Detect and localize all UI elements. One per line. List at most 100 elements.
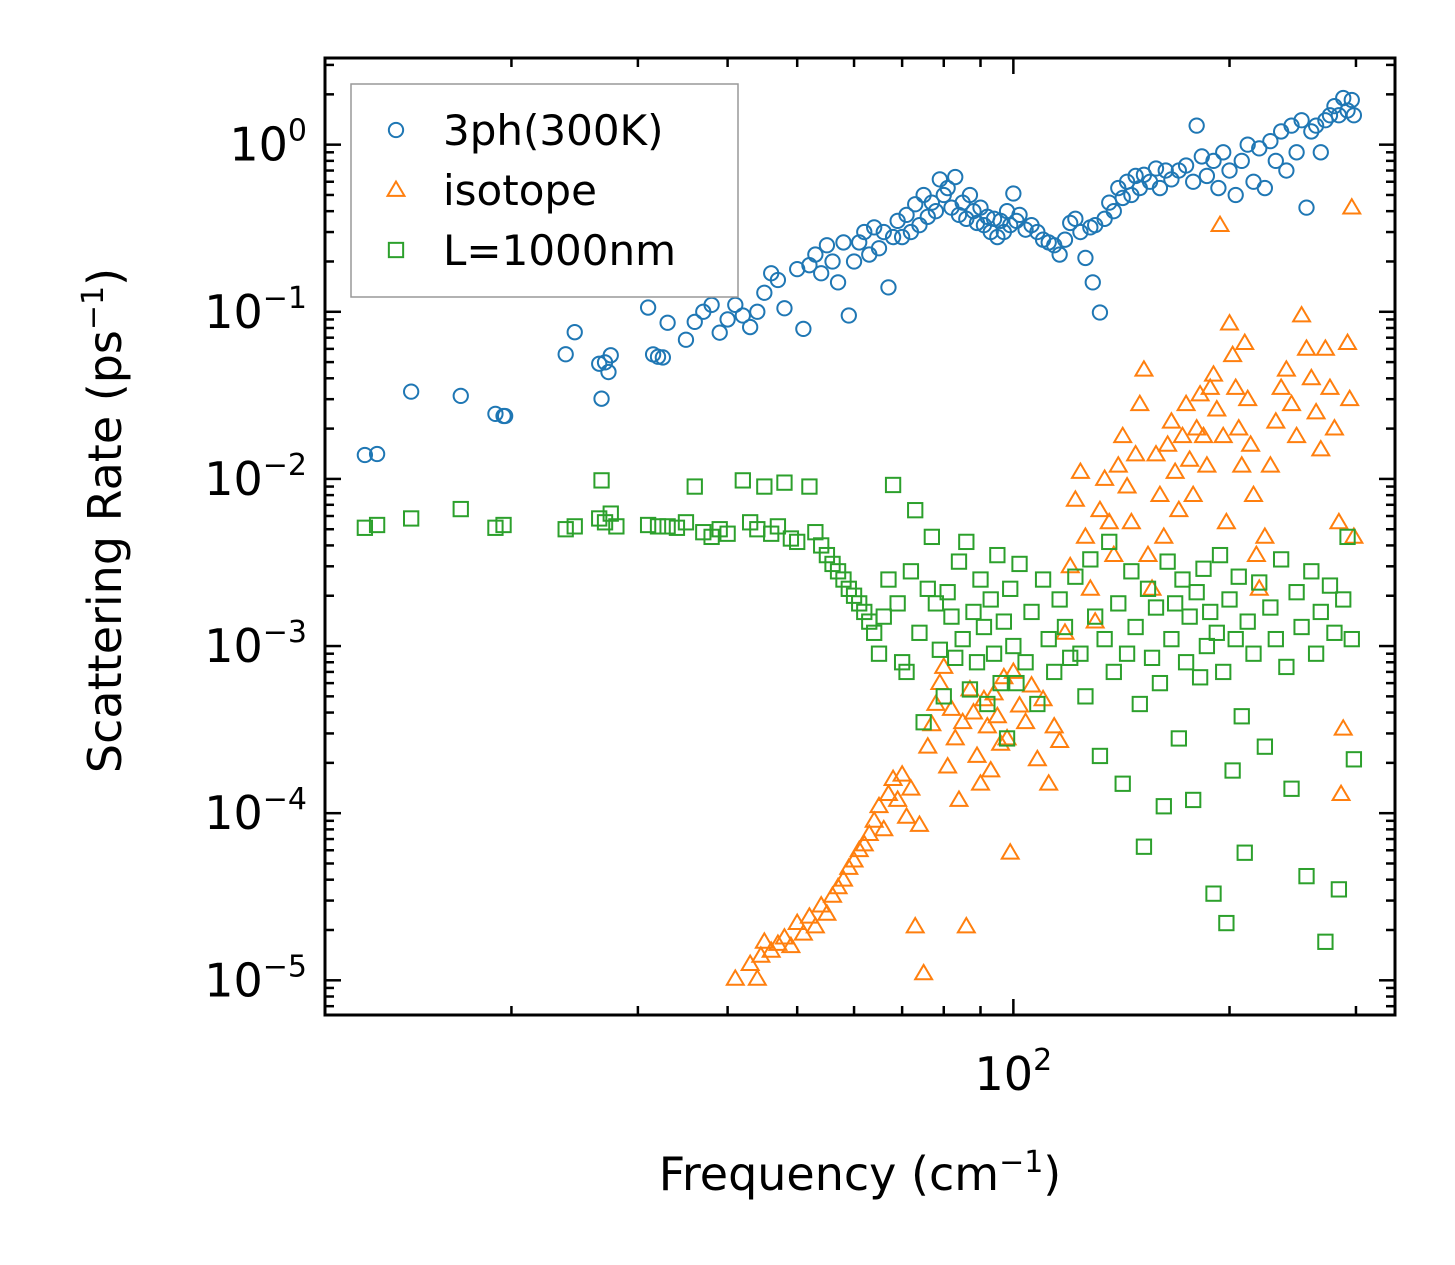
data-point bbox=[1254, 526, 1276, 544]
data-point bbox=[880, 571, 897, 588]
data-point bbox=[780, 935, 802, 954]
data-point bbox=[909, 814, 930, 832]
data-point bbox=[1023, 603, 1040, 621]
data-point bbox=[403, 383, 420, 400]
data-point bbox=[950, 553, 968, 570]
data-point bbox=[1077, 688, 1094, 705]
data-point bbox=[1075, 526, 1096, 544]
data-point bbox=[1080, 578, 1101, 596]
data-point bbox=[851, 234, 868, 251]
data-point bbox=[1060, 555, 1081, 574]
legend-label: 3ph(300K) bbox=[443, 106, 663, 155]
data-point bbox=[1301, 367, 1322, 386]
y-tick-label: 100 bbox=[229, 114, 307, 172]
data-point bbox=[1070, 461, 1091, 479]
data-point bbox=[1319, 377, 1341, 395]
data-point bbox=[686, 313, 703, 331]
data-point bbox=[487, 405, 504, 423]
data-point bbox=[1151, 179, 1169, 197]
data-point bbox=[1200, 377, 1221, 395]
data-point bbox=[725, 968, 746, 986]
data-point bbox=[1227, 186, 1244, 204]
legend-label: isotope bbox=[443, 166, 597, 215]
data-point bbox=[1147, 160, 1165, 177]
data-point bbox=[1251, 574, 1268, 591]
data-point bbox=[1005, 637, 1022, 655]
data-point bbox=[1224, 762, 1241, 779]
data-point bbox=[1203, 364, 1224, 382]
data-point bbox=[972, 571, 989, 588]
data-point bbox=[840, 307, 857, 324]
data-point bbox=[868, 795, 890, 814]
data-point bbox=[1011, 206, 1028, 224]
data-point bbox=[835, 234, 852, 251]
data-point bbox=[1312, 144, 1329, 161]
data-point bbox=[1040, 630, 1057, 648]
data-point bbox=[769, 518, 787, 535]
data-point bbox=[734, 472, 751, 489]
data-point bbox=[947, 649, 964, 666]
data-point bbox=[1339, 528, 1356, 546]
axes-frame bbox=[323, 56, 1397, 1017]
data-point bbox=[1245, 645, 1262, 662]
data-point bbox=[602, 505, 619, 522]
data-point bbox=[947, 168, 964, 186]
data-point bbox=[1286, 425, 1307, 444]
data-point bbox=[905, 916, 926, 934]
data-point bbox=[1205, 885, 1222, 902]
data-point bbox=[1330, 783, 1352, 802]
data-point bbox=[1218, 914, 1235, 932]
data-point bbox=[987, 705, 1008, 724]
data-point bbox=[1288, 144, 1305, 161]
data-point bbox=[921, 713, 943, 732]
data-point bbox=[403, 510, 420, 527]
data-point bbox=[602, 347, 619, 364]
data-point bbox=[884, 476, 902, 494]
data-point bbox=[649, 518, 667, 535]
data-point bbox=[902, 563, 920, 580]
data-point bbox=[1343, 91, 1360, 109]
data-point bbox=[941, 698, 962, 716]
data-point bbox=[923, 194, 940, 211]
data-point bbox=[747, 968, 768, 986]
data-point bbox=[1172, 425, 1193, 444]
data-point bbox=[1324, 418, 1345, 436]
data-point bbox=[1278, 658, 1295, 676]
data-point bbox=[1321, 577, 1339, 594]
data-point bbox=[1157, 434, 1178, 452]
data-point bbox=[927, 595, 945, 612]
data-point bbox=[769, 271, 787, 289]
data-point bbox=[1182, 484, 1204, 503]
data-point bbox=[859, 823, 880, 841]
data-point bbox=[1163, 630, 1180, 648]
data-point bbox=[1211, 546, 1229, 564]
data-point bbox=[900, 778, 922, 796]
data-point bbox=[591, 510, 608, 527]
data-point bbox=[1133, 359, 1155, 377]
data-point bbox=[965, 603, 982, 621]
data-point bbox=[1188, 117, 1205, 134]
data-point bbox=[1298, 867, 1315, 885]
data-point bbox=[996, 728, 1018, 746]
data-point bbox=[356, 446, 374, 464]
data-point bbox=[1008, 674, 1025, 692]
data-point bbox=[1072, 223, 1089, 241]
data-point bbox=[1213, 425, 1234, 444]
data-point bbox=[875, 608, 892, 625]
data-point bbox=[639, 299, 657, 316]
data-point bbox=[719, 311, 736, 328]
data-point bbox=[1145, 444, 1167, 462]
legend: 3ph(300K) isotope L=1000nm bbox=[350, 83, 739, 298]
data-point bbox=[1153, 526, 1175, 544]
data-point bbox=[1147, 599, 1165, 616]
data-point bbox=[1225, 377, 1246, 395]
data-point bbox=[1256, 179, 1274, 197]
data-point bbox=[884, 228, 902, 246]
data-point bbox=[810, 895, 832, 913]
data-point bbox=[896, 806, 917, 824]
data-point bbox=[907, 196, 924, 213]
x-axis-label: Frequency (cm−1) bbox=[659, 1145, 1062, 1201]
data-point bbox=[824, 253, 841, 270]
data-point bbox=[919, 208, 936, 225]
